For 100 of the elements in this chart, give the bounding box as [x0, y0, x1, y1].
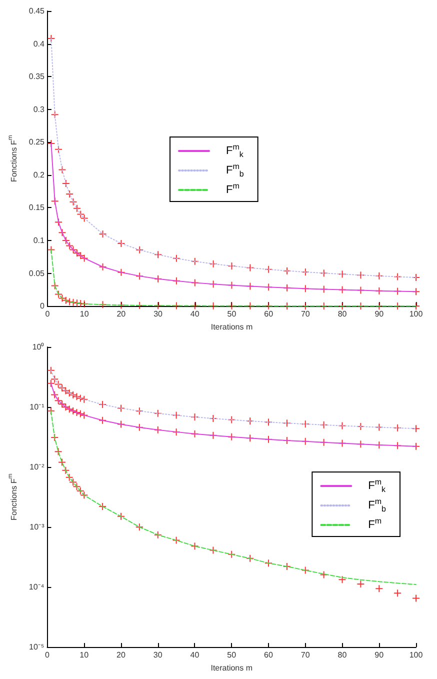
x-tick-label: 90	[374, 310, 384, 319]
point	[69, 390, 78, 399]
y-tick-label: 0	[40, 302, 46, 311]
point	[98, 502, 107, 510]
point	[58, 294, 66, 302]
point	[356, 422, 365, 431]
point	[54, 448, 62, 456]
point	[54, 145, 63, 154]
point	[338, 422, 346, 430]
point	[136, 246, 144, 254]
point	[72, 299, 81, 308]
point	[76, 410, 84, 418]
point	[172, 411, 180, 420]
point	[375, 302, 384, 310]
point	[116, 512, 125, 520]
point	[375, 272, 384, 280]
y-tick-label: 10⁰	[32, 342, 44, 352]
x-tick-label: 60	[264, 310, 274, 319]
x-tick-label: 80	[338, 650, 348, 660]
point	[50, 110, 59, 119]
point	[228, 550, 236, 558]
x-tick-label: 40	[190, 650, 200, 660]
x-tick-label: 20	[116, 310, 126, 319]
line-series	[50, 370, 416, 430]
x-tick-label: 50	[227, 310, 237, 319]
point	[72, 408, 81, 416]
point	[98, 262, 107, 271]
point	[209, 414, 218, 422]
y-tick-label: 10⁻⁵	[29, 642, 44, 652]
point	[338, 270, 346, 278]
point	[209, 260, 218, 268]
point	[54, 290, 63, 298]
point	[62, 466, 70, 474]
y-tick-label: 10⁻⁴	[28, 582, 45, 592]
x-tick-label: 30	[153, 650, 163, 660]
point	[65, 389, 74, 398]
point	[264, 559, 272, 568]
line-series	[50, 38, 416, 278]
x-tick-label: 40	[190, 310, 200, 319]
point	[375, 584, 384, 593]
point	[76, 299, 85, 308]
point	[209, 546, 218, 554]
point	[246, 264, 254, 272]
point	[172, 254, 180, 262]
point	[228, 262, 236, 270]
point	[62, 179, 70, 188]
point	[58, 228, 66, 237]
point	[66, 190, 74, 198]
point	[76, 394, 84, 402]
point	[76, 252, 85, 260]
point	[190, 542, 199, 550]
line-series	[50, 249, 416, 307]
point	[58, 400, 66, 408]
point	[190, 257, 199, 266]
point	[264, 265, 273, 274]
point	[117, 239, 126, 248]
point	[47, 34, 56, 43]
line-series	[50, 142, 416, 292]
point	[98, 400, 107, 409]
point	[98, 416, 107, 424]
x-tick-label: 20	[116, 650, 126, 660]
point	[356, 580, 365, 588]
point	[116, 420, 125, 428]
point	[338, 576, 346, 584]
point	[69, 198, 78, 206]
x-tick-label: 90	[374, 650, 384, 660]
x-tick-label: 50	[227, 650, 237, 660]
point	[394, 589, 402, 598]
point	[46, 366, 55, 374]
point	[69, 298, 78, 306]
x-tick-label: 60	[264, 650, 274, 660]
point	[301, 420, 310, 428]
x-tick-label: 30	[154, 310, 164, 319]
point	[50, 197, 59, 206]
point	[135, 407, 144, 416]
y-tick-label: 10⁻³	[30, 522, 45, 532]
point	[58, 166, 66, 174]
point	[62, 403, 70, 411]
point	[338, 302, 346, 310]
point	[356, 302, 365, 310]
y-tick-label: 0.35	[28, 72, 46, 82]
point	[69, 246, 78, 254]
point	[394, 424, 402, 432]
line-series	[50, 382, 416, 447]
point	[50, 434, 59, 442]
point	[47, 246, 56, 254]
point	[116, 404, 125, 412]
point	[228, 416, 236, 424]
point	[135, 423, 144, 432]
point	[320, 269, 328, 278]
point	[58, 384, 66, 392]
point	[98, 300, 107, 309]
point	[264, 418, 272, 426]
y-tick-label: 10⁻¹	[30, 402, 45, 412]
y-tick-label: 10⁻²	[30, 462, 45, 472]
y-tick-label: 0.15	[28, 203, 46, 212]
point	[394, 272, 402, 281]
point	[58, 458, 66, 466]
point	[80, 395, 88, 404]
point	[172, 536, 180, 544]
